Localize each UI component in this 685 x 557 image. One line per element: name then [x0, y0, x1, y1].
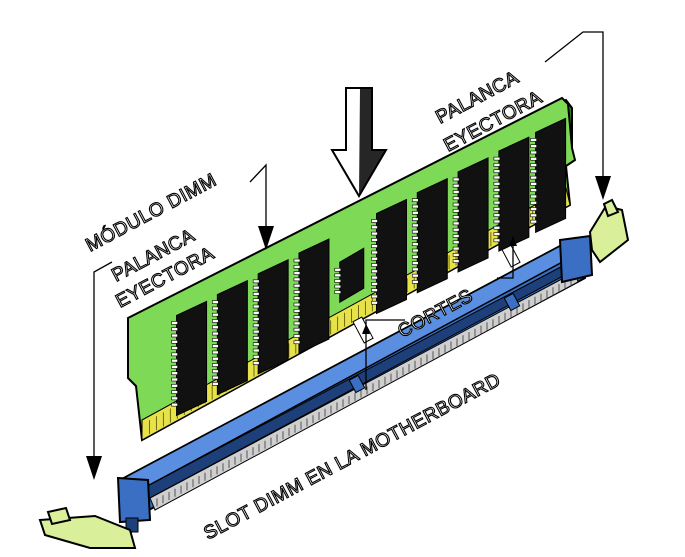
left-ejector-lever[interactable]: [38, 506, 137, 549]
insert-direction-arrow: [330, 87, 388, 198]
pointer-arrow-module: [258, 226, 274, 250]
label-module: MÓDULO DIMM: [82, 169, 220, 256]
leader-lines: [86, 31, 611, 480]
slot-pins: [156, 277, 572, 507]
slot-key-2: [503, 292, 521, 312]
slot-key-1: [348, 374, 366, 394]
right-ejector-lever[interactable]: [588, 198, 630, 264]
pointer-arrow-right-lever: [595, 176, 611, 200]
memory-chips: [171, 117, 567, 417]
memory-chip: [171, 300, 208, 417]
memory-chip: [493, 136, 530, 252]
module-notch-1: [352, 316, 374, 344]
memory-chip: [371, 198, 407, 315]
memory-chip: [452, 157, 489, 273]
memory-chip: [252, 259, 289, 375]
dimm-module[interactable]: [127, 96, 577, 442]
memory-chip: [530, 117, 567, 234]
slot-screw: [125, 517, 139, 533]
memory-chip: [334, 247, 365, 304]
dimm-slot: [116, 234, 594, 533]
memory-chip: [212, 279, 248, 396]
memory-chip: [293, 238, 330, 354]
pointer-arrow-left-lever: [86, 456, 102, 480]
memory-chip: [411, 177, 448, 294]
